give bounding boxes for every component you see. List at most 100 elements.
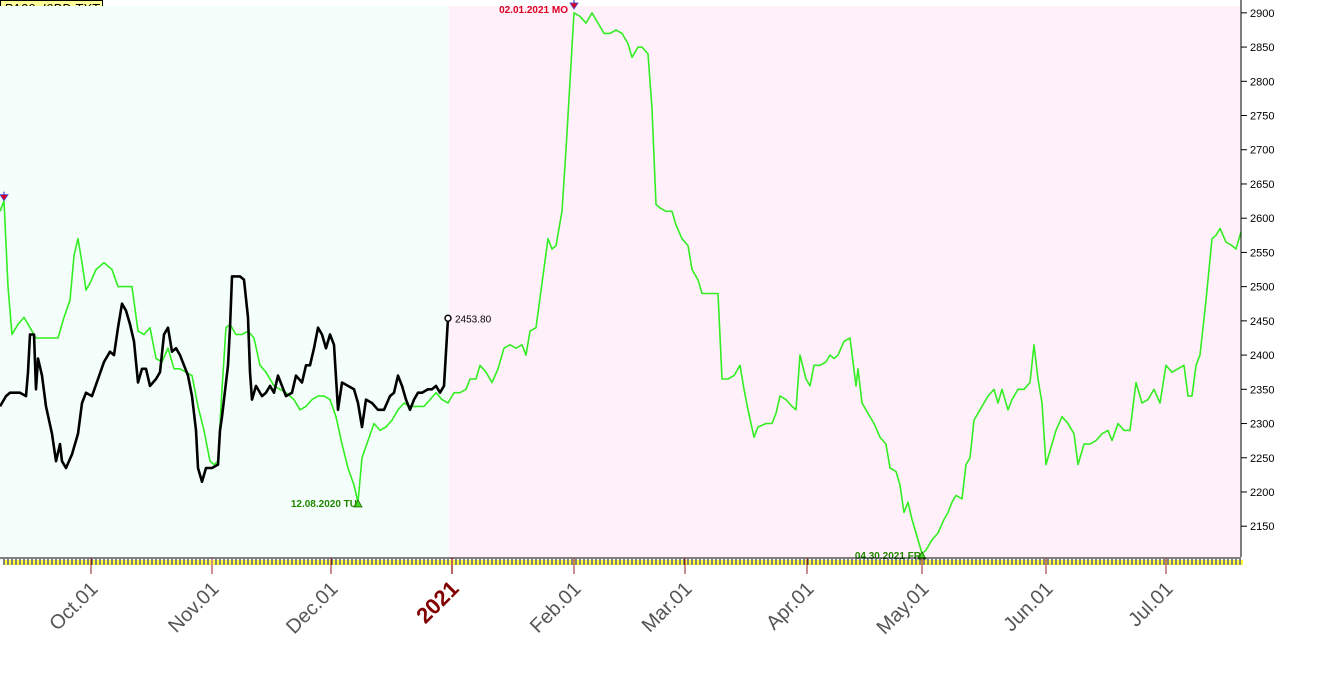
x-minor-tick bbox=[19, 559, 21, 565]
x-minor-tick bbox=[23, 559, 25, 565]
x-minor-tick-fill bbox=[297, 560, 299, 565]
x-minor-tick bbox=[1139, 559, 1141, 565]
x-minor-tick-fill bbox=[1153, 560, 1155, 565]
x-minor-tick bbox=[67, 559, 69, 565]
x-minor-tick-fill bbox=[413, 560, 415, 565]
x-minor-tick-fill bbox=[349, 560, 351, 565]
x-minor-tick-fill bbox=[681, 560, 683, 565]
x-minor-tick-fill bbox=[1113, 560, 1115, 565]
x-minor-tick-fill bbox=[449, 560, 451, 565]
x-minor-tick bbox=[431, 559, 433, 565]
x-minor-tick-fill bbox=[401, 560, 403, 565]
x-minor-tick-fill bbox=[733, 560, 735, 565]
x-minor-tick bbox=[1215, 559, 1217, 565]
x-minor-tick bbox=[627, 559, 629, 565]
x-minor-tick bbox=[11, 559, 13, 565]
x-minor-tick-fill bbox=[1065, 560, 1067, 565]
x-minor-tick bbox=[635, 559, 637, 565]
x-minor-tick-fill bbox=[73, 560, 75, 565]
x-minor-tick bbox=[463, 559, 465, 565]
x-minor-tick-fill bbox=[785, 560, 787, 565]
x-minor-tick-fill bbox=[869, 560, 871, 565]
x-minor-tick bbox=[259, 559, 261, 565]
x-minor-tick bbox=[871, 559, 873, 565]
x-minor-tick bbox=[767, 559, 769, 565]
x-minor-tick-fill bbox=[1005, 560, 1007, 565]
x-month-label: Jun.01 bbox=[1000, 578, 1058, 636]
x-minor-tick-fill bbox=[493, 560, 495, 565]
x-minor-tick bbox=[1083, 559, 1085, 565]
x-minor-tick-fill bbox=[985, 560, 987, 565]
x-minor-tick bbox=[303, 559, 305, 565]
x-minor-tick bbox=[743, 559, 745, 565]
x-minor-tick-fill bbox=[1029, 560, 1031, 565]
x-minor-tick-fill bbox=[705, 560, 707, 565]
x-minor-tick-fill bbox=[1197, 560, 1199, 565]
x-month-label: Dec.01 bbox=[282, 578, 342, 638]
x-minor-tick bbox=[959, 559, 961, 565]
x-minor-tick bbox=[655, 559, 657, 565]
x-minor-tick bbox=[1167, 559, 1169, 565]
x-minor-tick bbox=[875, 559, 877, 565]
x-minor-tick bbox=[1183, 559, 1185, 565]
x-minor-tick bbox=[771, 559, 773, 565]
y-tick-label: 2650 bbox=[1250, 179, 1274, 191]
x-minor-tick-fill bbox=[857, 560, 859, 565]
x-minor-tick-fill bbox=[833, 560, 835, 565]
x-minor-tick bbox=[815, 559, 817, 565]
x-minor-tick-fill bbox=[765, 560, 767, 565]
x-minor-tick bbox=[275, 559, 277, 565]
x-minor-tick bbox=[1147, 559, 1149, 565]
x-minor-tick-fill bbox=[429, 560, 431, 565]
x-minor-tick-fill bbox=[337, 560, 339, 565]
x-minor-tick bbox=[595, 559, 597, 565]
x-minor-tick-fill bbox=[533, 560, 535, 565]
x-minor-tick-fill bbox=[285, 560, 287, 565]
x-minor-tick-fill bbox=[121, 560, 123, 565]
x-minor-tick-fill bbox=[1081, 560, 1083, 565]
x-minor-tick-fill bbox=[825, 560, 827, 565]
x-minor-tick-fill bbox=[949, 560, 951, 565]
x-minor-tick bbox=[703, 559, 705, 565]
x-minor-tick-fill bbox=[729, 560, 731, 565]
x-minor-tick-fill bbox=[601, 560, 603, 565]
x-minor-tick bbox=[663, 559, 665, 565]
x-minor-tick bbox=[1143, 559, 1145, 565]
x-minor-tick bbox=[15, 559, 17, 565]
x-minor-tick bbox=[7, 559, 9, 565]
x-minor-tick-fill bbox=[557, 560, 559, 565]
x-minor-tick bbox=[1203, 559, 1205, 565]
x-minor-tick bbox=[1031, 559, 1033, 565]
x-minor-tick bbox=[507, 559, 509, 565]
peak-marker bbox=[569, 2, 579, 10]
x-minor-tick bbox=[283, 559, 285, 565]
y-tick-label: 2750 bbox=[1250, 111, 1274, 123]
x-minor-tick-fill bbox=[89, 560, 91, 565]
x-minor-tick-fill bbox=[145, 560, 147, 565]
x-minor-tick bbox=[975, 559, 977, 565]
x-minor-tick bbox=[1067, 559, 1069, 565]
x-minor-tick bbox=[39, 559, 41, 565]
x-minor-tick-fill bbox=[1169, 560, 1171, 565]
x-minor-tick bbox=[923, 559, 925, 565]
x-minor-tick bbox=[251, 559, 253, 565]
x-minor-tick-fill bbox=[993, 560, 995, 565]
x-minor-tick bbox=[535, 559, 537, 565]
x-minor-tick-fill bbox=[381, 560, 383, 565]
x-minor-tick bbox=[1151, 559, 1153, 565]
x-minor-tick-fill bbox=[1073, 560, 1075, 565]
x-minor-tick-fill bbox=[1117, 560, 1119, 565]
y-tick-label: 2500 bbox=[1250, 282, 1274, 294]
x-minor-tick-fill bbox=[77, 560, 79, 565]
x-minor-tick-fill bbox=[141, 560, 143, 565]
x-minor-tick-fill bbox=[153, 560, 155, 565]
x-minor-tick bbox=[1047, 559, 1049, 565]
x-minor-tick-fill bbox=[525, 560, 527, 565]
x-minor-tick bbox=[887, 559, 889, 565]
x-minor-tick bbox=[403, 559, 405, 565]
x-minor-tick-fill bbox=[501, 560, 503, 565]
x-minor-tick bbox=[1071, 559, 1073, 565]
x-minor-tick bbox=[315, 559, 317, 565]
x-minor-tick-fill bbox=[861, 560, 863, 565]
